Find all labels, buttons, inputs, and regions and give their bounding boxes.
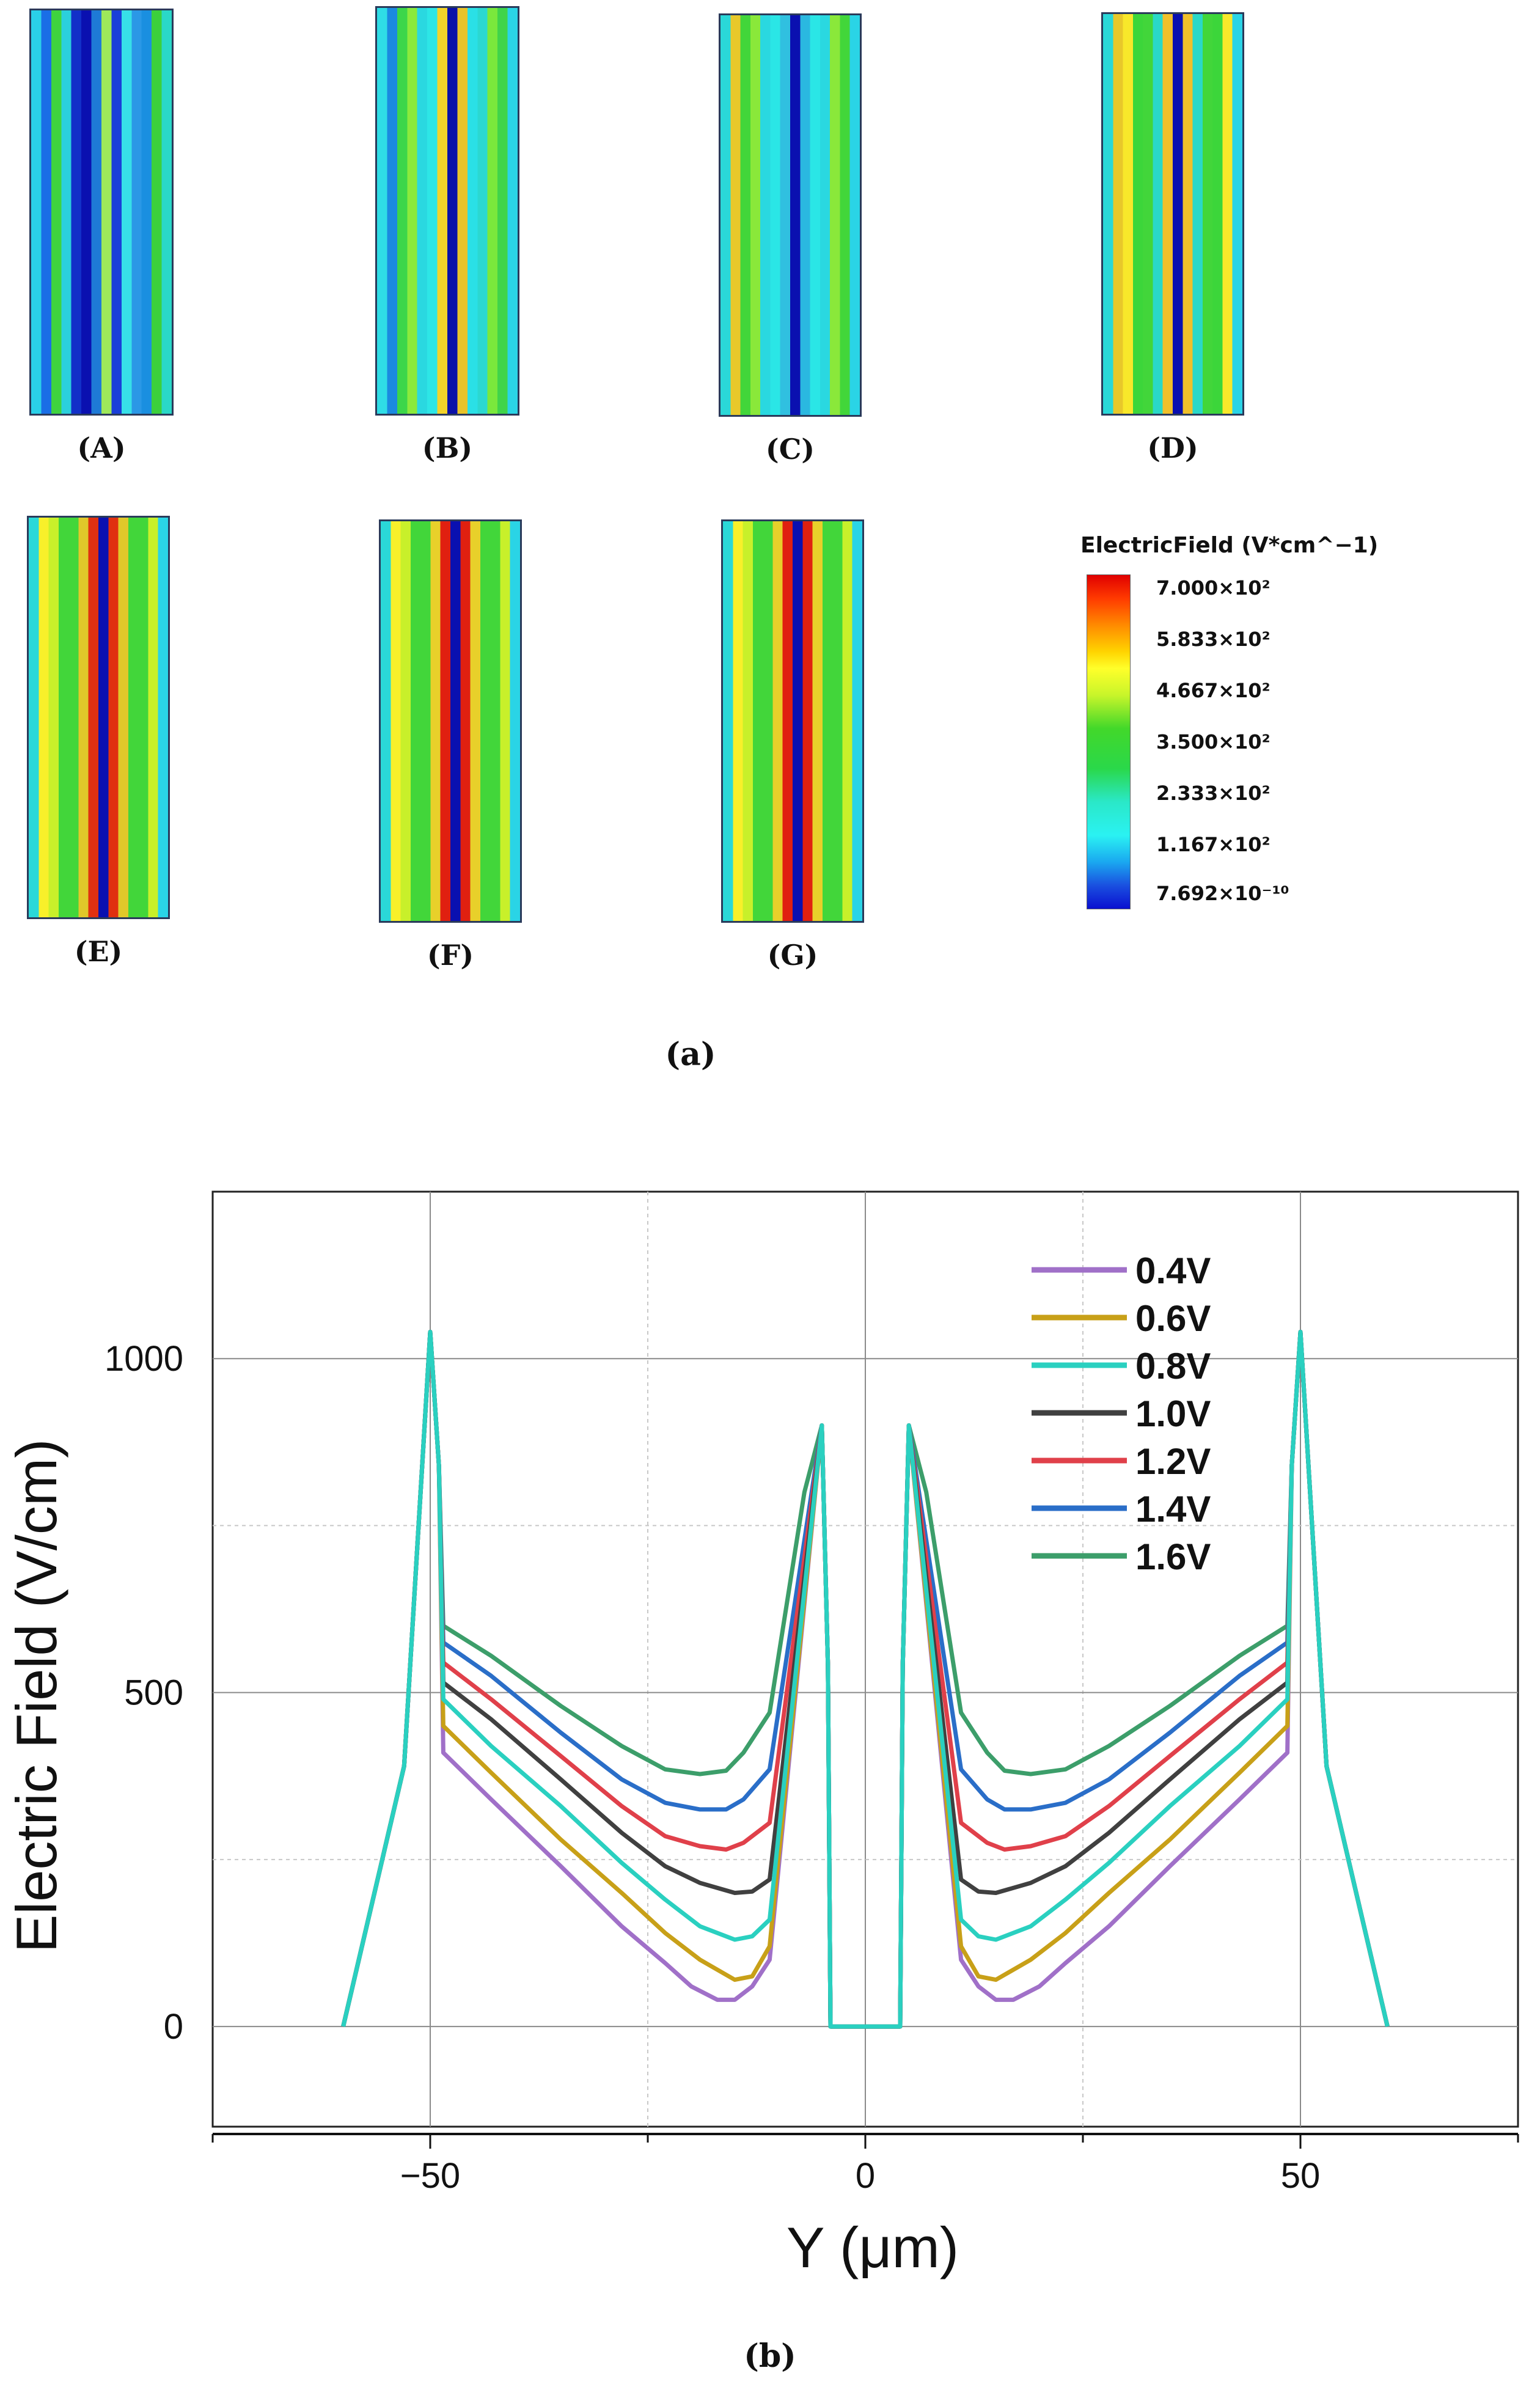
panel-b-caption: (b) — [744, 2338, 796, 2375]
thumbnail-label: (D) — [1147, 431, 1198, 464]
legend-label: 1.0V — [1135, 1393, 1211, 1434]
panel-a-caption: (a) — [665, 1036, 716, 1073]
colorbar-tick: 7.000×10² — [1156, 576, 1270, 600]
thumbnail-label: (E) — [74, 935, 123, 968]
series-line-0.8V — [341, 1330, 1390, 2029]
field-map-strip — [719, 13, 862, 417]
colorbar — [1087, 574, 1131, 909]
x-axis-label: Y (μm) — [787, 2215, 959, 2279]
y-tick-label: 1000 — [105, 1339, 183, 1379]
field-map-strip — [375, 6, 519, 416]
colorbar-tick: 1.167×10² — [1156, 833, 1270, 856]
field-map-strip — [379, 519, 522, 923]
x-tick-label: −50 — [400, 2156, 460, 2196]
legend-label: 0.6V — [1135, 1298, 1211, 1339]
colorbar-tick: 5.833×10² — [1156, 628, 1270, 651]
colorbar-tick: 3.500×10² — [1156, 730, 1270, 754]
y-tick-label: 0 — [164, 2007, 183, 2047]
thumbnail-label: (A) — [77, 431, 126, 464]
colorbar-tick: 2.333×10² — [1156, 782, 1270, 805]
field-map-strip — [721, 519, 864, 923]
thumbnail-label: (F) — [427, 939, 474, 972]
legend-label: 0.8V — [1135, 1346, 1211, 1387]
legend-label: 0.4V — [1135, 1250, 1211, 1291]
legend-label: 1.4V — [1135, 1489, 1211, 1530]
y-axis-label: Electric Field (V/cm) — [4, 1439, 68, 1953]
field-map-strip — [29, 9, 174, 416]
field-map-strip — [27, 516, 170, 919]
y-tick-label: 500 — [124, 1673, 183, 1713]
x-tick-label: 0 — [856, 2156, 875, 2196]
legend-label: 1.6V — [1135, 1536, 1211, 1577]
panel-a: (A) (B) (C) (D) (E) (F) (G) ElectricField (V*c… — [0, 0, 1540, 1088]
thumbnail-label: (B) — [422, 431, 473, 464]
legend-label: 1.2V — [1135, 1441, 1211, 1482]
thumbnail-label: (C) — [765, 433, 815, 466]
colorbar-tick: 7.692×10⁻¹⁰ — [1156, 882, 1289, 905]
colorbar-title: ElectricField (V*cm^−1) — [1080, 533, 1379, 558]
field-map-strip — [1101, 12, 1244, 416]
colorbar-tick: 4.667×10² — [1156, 679, 1270, 702]
panel-b: −50 0 50 0 500 1000 Y (μm) Electric Field (V/cm… — [0, 1088, 1540, 2385]
x-tick-label: 50 — [1281, 2156, 1321, 2196]
thumbnail-label: (G) — [767, 939, 818, 972]
